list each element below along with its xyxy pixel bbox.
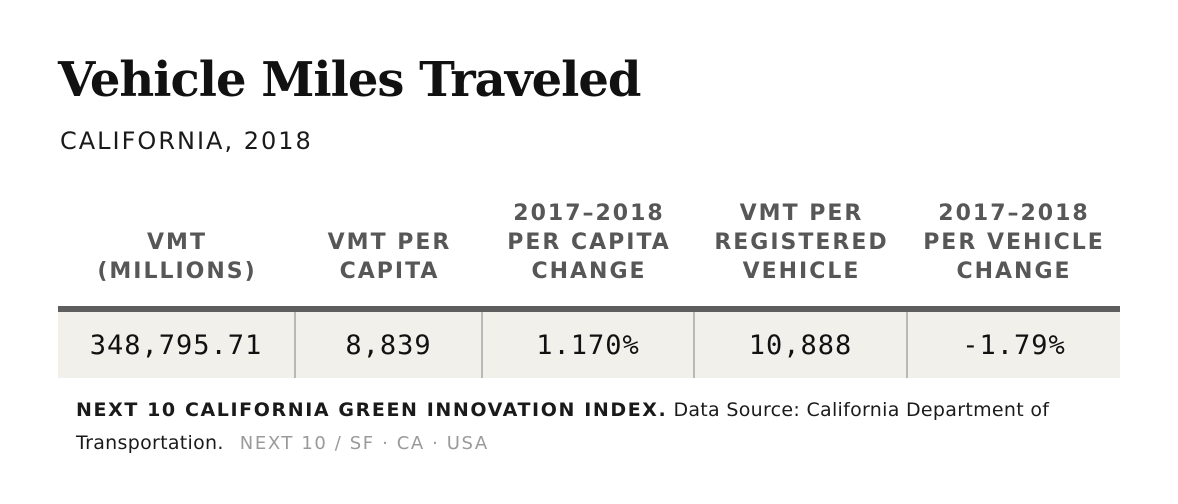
value-vmt-per-capita: 8,839 xyxy=(296,312,483,378)
page-subtitle: CALIFORNIA, 2018 xyxy=(60,127,313,155)
footnote-org: NEXT 10 CALIFORNIA GREEN INNOVATION INDE… xyxy=(76,399,668,421)
column-header-per-vehicle-change: 2017–2018 PER VEHICLE CHANGE xyxy=(923,201,1105,284)
table-row: 348,795.71 8,839 1.170% 10,888 -1.79% xyxy=(58,312,1120,378)
value-vmt-per-vehicle: 10,888 xyxy=(695,312,908,378)
vmt-table: VMT (MILLIONS) VMT PER CAPITA 2017–2018 … xyxy=(58,196,1120,378)
footnote-brand: NEXT 10 / SF · CA · USA xyxy=(239,433,489,454)
value-vmt-millions: 348,795.71 xyxy=(58,312,296,378)
footnote: NEXT 10 CALIFORNIA GREEN INNOVATION INDE… xyxy=(76,394,1076,460)
column-header-vmt-per-vehicle: VMT PER REGISTERED VEHICLE xyxy=(714,201,889,284)
page-title: Vehicle Miles Traveled xyxy=(58,52,641,108)
footnote-source: Data Source: California Department of Tr… xyxy=(76,399,1050,454)
column-header-per-capita-change: 2017–2018 PER CAPITA CHANGE xyxy=(507,201,671,284)
value-per-capita-change: 1.170% xyxy=(483,312,695,378)
column-header-vmt-millions: VMT (MILLIONS) xyxy=(97,230,257,284)
table-header-row: VMT (MILLIONS) VMT PER CAPITA 2017–2018 … xyxy=(58,196,1120,306)
column-header-vmt-per-capita: VMT PER CAPITA xyxy=(327,230,452,284)
header-divider xyxy=(58,306,1120,312)
value-per-vehicle-change: -1.79% xyxy=(962,329,1066,361)
